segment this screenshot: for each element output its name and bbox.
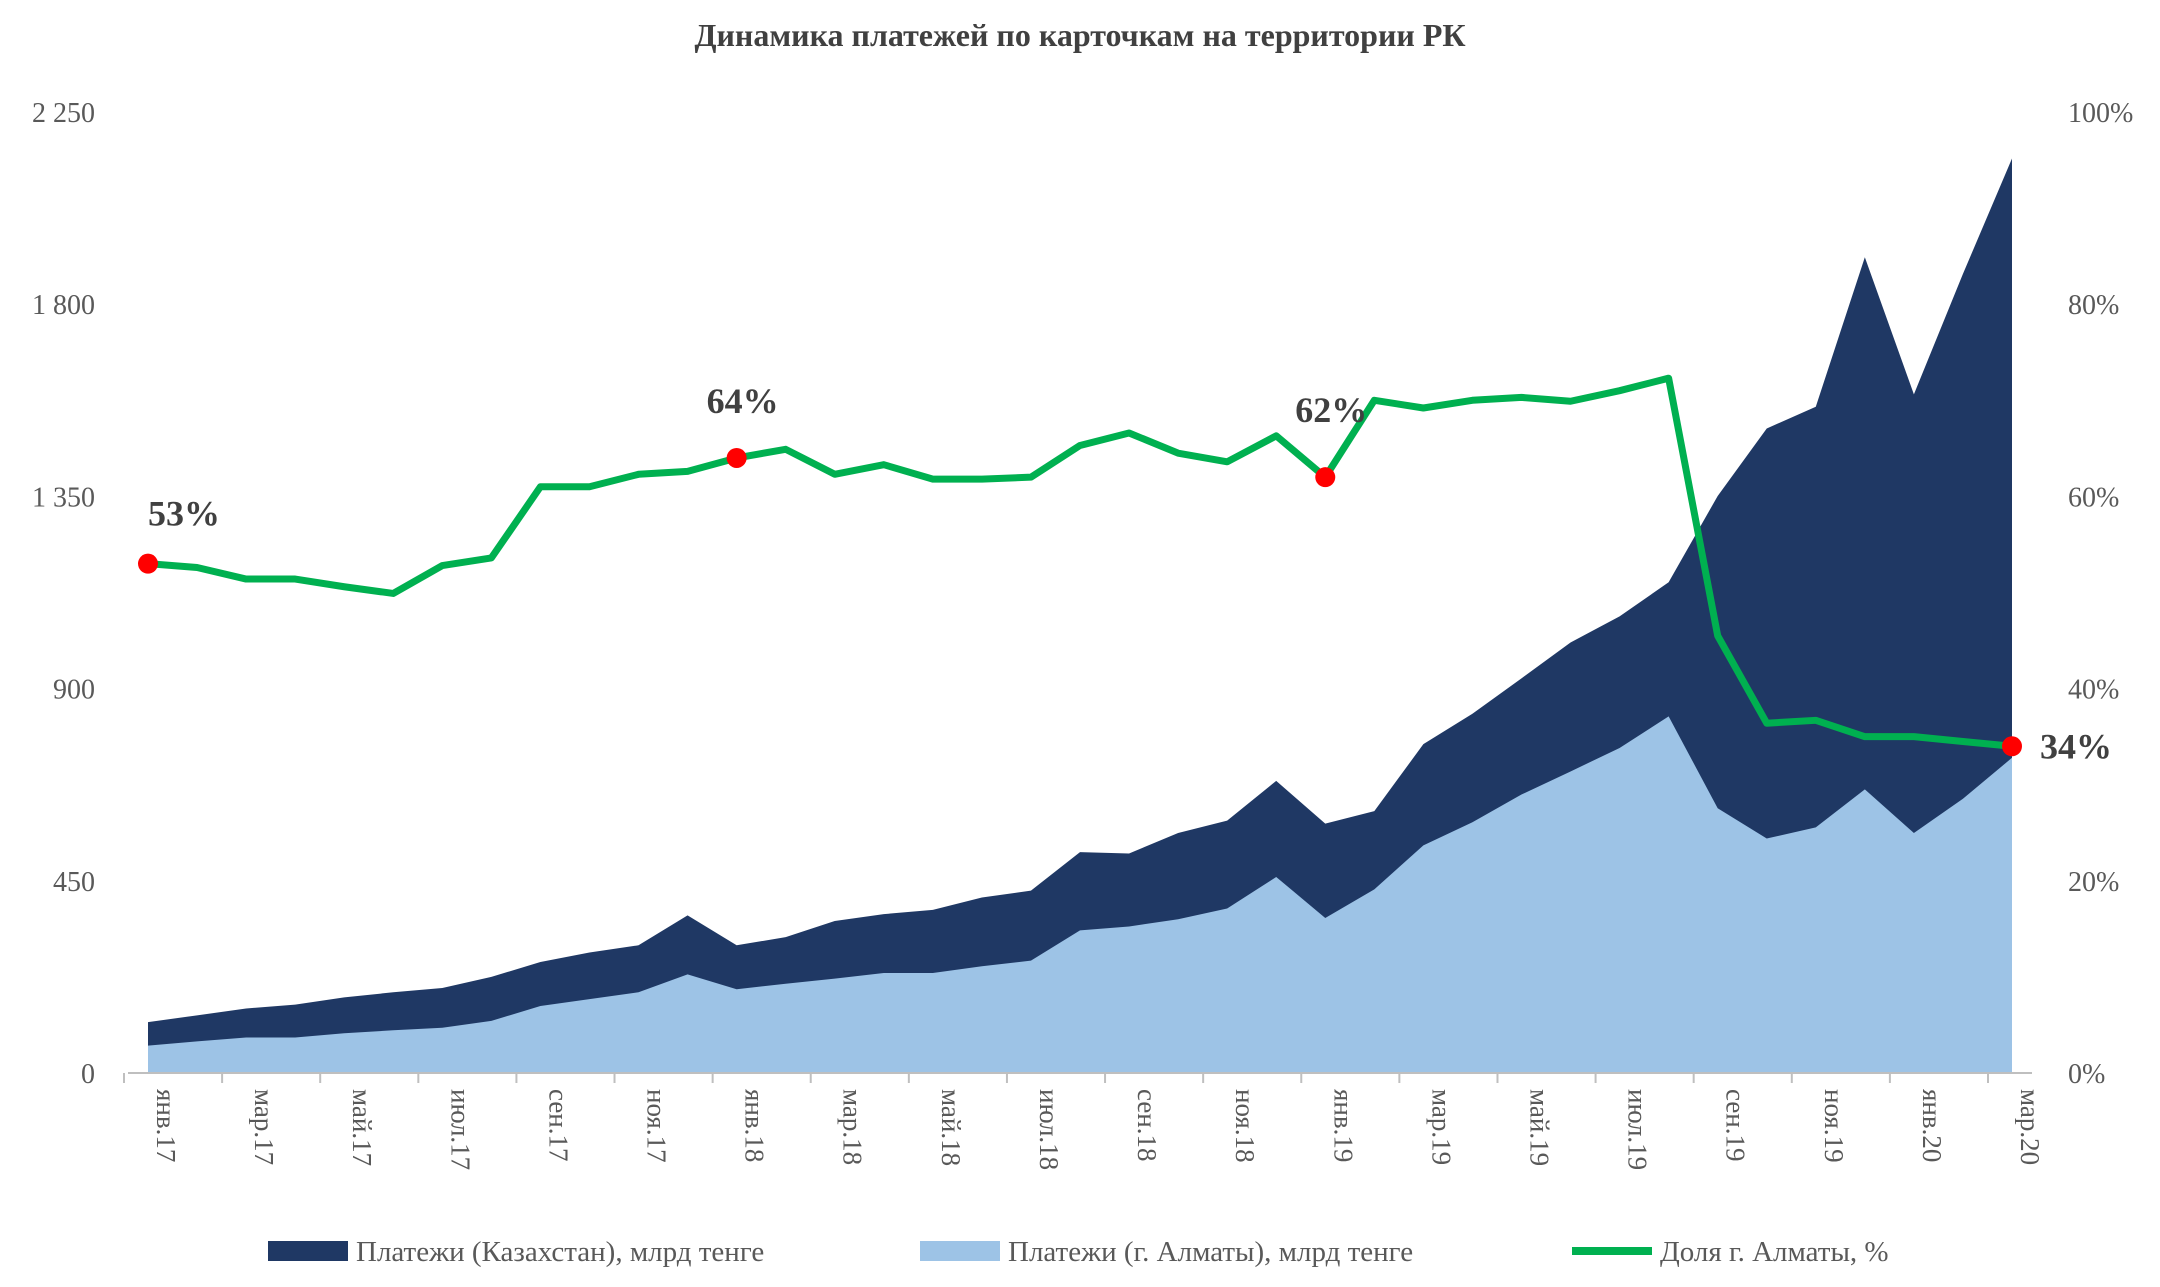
x-tick-label: ноя.18	[1230, 1089, 1260, 1163]
x-tick-label: мар.17	[249, 1089, 279, 1165]
x-tick-label: янв.20	[1917, 1089, 1947, 1162]
y-left-tick-label: 2 250	[32, 98, 95, 129]
x-tick-label: июл.19	[1623, 1089, 1653, 1170]
x-tick-label: мар.20	[2015, 1089, 2045, 1165]
data-point-marker	[138, 554, 158, 574]
y-left-tick-label: 1 800	[32, 290, 95, 321]
x-tick-label: ноя.17	[642, 1089, 672, 1163]
legend-swatch	[920, 1241, 1000, 1261]
y-right-tick-label: 60%	[2068, 482, 2119, 513]
y-left-tick-label: 0	[81, 1059, 95, 1090]
data-label: 34%	[2040, 726, 2112, 766]
y-right-tick-label: 100%	[2068, 98, 2133, 129]
legend-swatch	[268, 1241, 348, 1261]
y-right-tick-label: 0%	[2068, 1059, 2105, 1090]
data-point-marker	[727, 448, 747, 468]
data-label: 64%	[707, 381, 779, 421]
x-tick-label: янв.19	[1328, 1089, 1358, 1162]
x-tick-label: июл.17	[445, 1089, 475, 1170]
x-tick-label: июл.18	[1034, 1089, 1064, 1170]
y-left-tick-label: 1 350	[32, 482, 95, 513]
x-tick-label: мар.18	[838, 1089, 868, 1165]
x-tick-label: май.18	[936, 1089, 966, 1166]
y-left-tick-label: 900	[53, 675, 95, 706]
x-tick-label: ноя.19	[1819, 1089, 1849, 1163]
x-tick-label: сен.18	[1132, 1089, 1162, 1162]
y-right-tick-label: 20%	[2068, 867, 2119, 898]
x-tick-label: май.19	[1524, 1089, 1554, 1166]
legend-label: Доля г. Алматы, %	[1660, 1236, 1889, 1268]
x-tick-label: мар.19	[1426, 1089, 1456, 1165]
x-tick-label: сен.17	[543, 1089, 573, 1162]
legend: Платежи (Казахстан), млрд тенге Платежи (…	[268, 1236, 1889, 1268]
x-tick-label: май.17	[347, 1089, 377, 1166]
legend-label: Платежи (Казахстан), млрд тенге	[356, 1236, 764, 1268]
x-tick-label: янв.17	[151, 1089, 181, 1162]
data-point-marker	[1315, 467, 1335, 487]
plot-areas	[148, 159, 2012, 1073]
data-label: 53%	[148, 494, 220, 534]
legend-label: Платежи (г. Алматы), млрд тенге	[1008, 1236, 1413, 1268]
x-tick-label: янв.18	[740, 1089, 770, 1162]
y-right-tick-label: 40%	[2068, 675, 2119, 706]
y-right-tick-label: 80%	[2068, 290, 2119, 321]
x-tick-label: сен.19	[1721, 1089, 1751, 1162]
data-point-marker	[2002, 736, 2022, 756]
data-label: 62%	[1295, 390, 1367, 430]
y-left-tick-label: 450	[53, 867, 95, 898]
chart-title: Динамика платежей по карточкам на террит…	[694, 17, 1465, 53]
